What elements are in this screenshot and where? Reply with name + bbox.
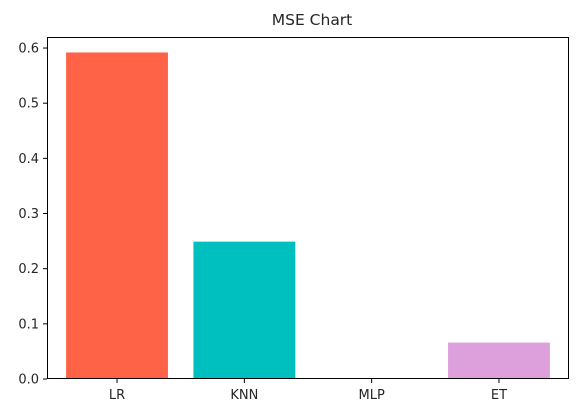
- bar-lr: [66, 52, 168, 379]
- x-tick-label: MLP: [359, 388, 385, 403]
- x-tick-label: KNN: [230, 388, 258, 403]
- y-tick-label: 0.2: [18, 262, 39, 277]
- bars-layer: [66, 52, 550, 379]
- plot-frame: [47, 37, 569, 379]
- x-tick-label: LR: [109, 388, 125, 403]
- y-tick-label: 0.3: [18, 207, 39, 222]
- x-tick-label: ET: [491, 388, 507, 403]
- bar-knn: [193, 241, 296, 379]
- y-tick-label: 0.1: [18, 317, 39, 332]
- bar-et: [448, 342, 550, 379]
- ticks-layer: LR KNN MLP ET 0.0 0.1 0.2 0.3 0.4 0.5 0.6: [18, 42, 507, 403]
- y-tick-label: 0.5: [18, 97, 39, 112]
- y-tick-label: 0.6: [18, 42, 39, 57]
- y-tick-label: 0.0: [18, 373, 39, 388]
- chart-title: MSE Chart: [272, 11, 353, 29]
- y-tick-label: 0.4: [18, 152, 39, 167]
